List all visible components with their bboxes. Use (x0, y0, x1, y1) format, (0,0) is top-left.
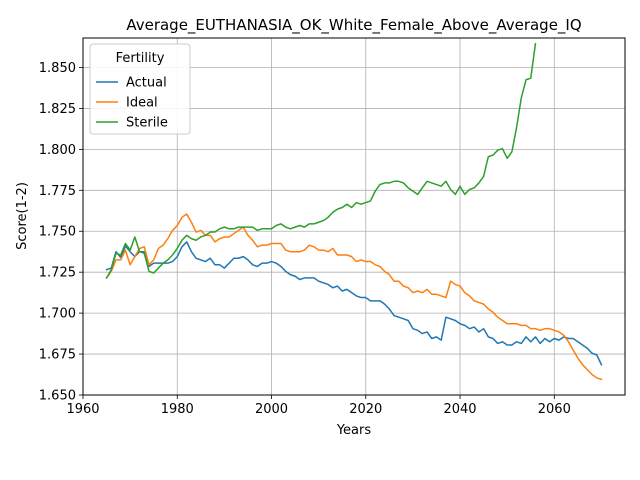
x-tick-label: 1960 (66, 402, 99, 417)
chart-title: Average_EUTHANASIA_OK_White_Female_Above… (126, 16, 581, 35)
y-tick-label: 1.825 (39, 102, 76, 117)
y-tick-label: 1.700 (39, 307, 76, 322)
x-tick-label: 2020 (349, 402, 382, 417)
x-ticks: 1960 1980 2000 2020 2040 2060 (66, 395, 571, 417)
legend-title: Fertility (116, 51, 165, 66)
x-tick-label: 2060 (538, 402, 571, 417)
legend-box (89, 43, 191, 135)
y-tick-label: 1.750 (39, 225, 76, 240)
series-layer (105, 42, 603, 381)
x-axis-label: Years (336, 423, 372, 438)
legend-label-actual: Actual (126, 76, 167, 91)
x-tick-label: 2040 (443, 402, 476, 417)
series-line-actual (105, 241, 603, 366)
y-tick-label: 1.850 (39, 61, 76, 76)
y-tick-label: 1.725 (39, 266, 76, 281)
series-line-ideal (105, 213, 603, 381)
legend: Fertility Actual Ideal Sterile (89, 43, 191, 135)
y-tick-label: 1.775 (39, 184, 76, 199)
y-tick-label: 1.675 (39, 348, 76, 363)
legend-label-sterile: Sterile (126, 116, 168, 131)
series-line-sterile (105, 42, 537, 279)
x-tick-label: 2000 (255, 402, 288, 417)
legend-entries: Actual Ideal Sterile (96, 76, 168, 131)
x-tick-label: 1980 (161, 402, 194, 417)
plot-frame (82, 37, 626, 396)
y-ticks: 1.650 1.675 1.700 1.725 1.750 1.775 1.800 1.825… (39, 61, 83, 404)
legend-label-ideal: Ideal (126, 96, 158, 111)
y-tick-label: 1.650 (39, 389, 76, 404)
y-axis-label: Score(1-2) (15, 182, 30, 250)
y-tick-label: 1.800 (39, 143, 76, 158)
